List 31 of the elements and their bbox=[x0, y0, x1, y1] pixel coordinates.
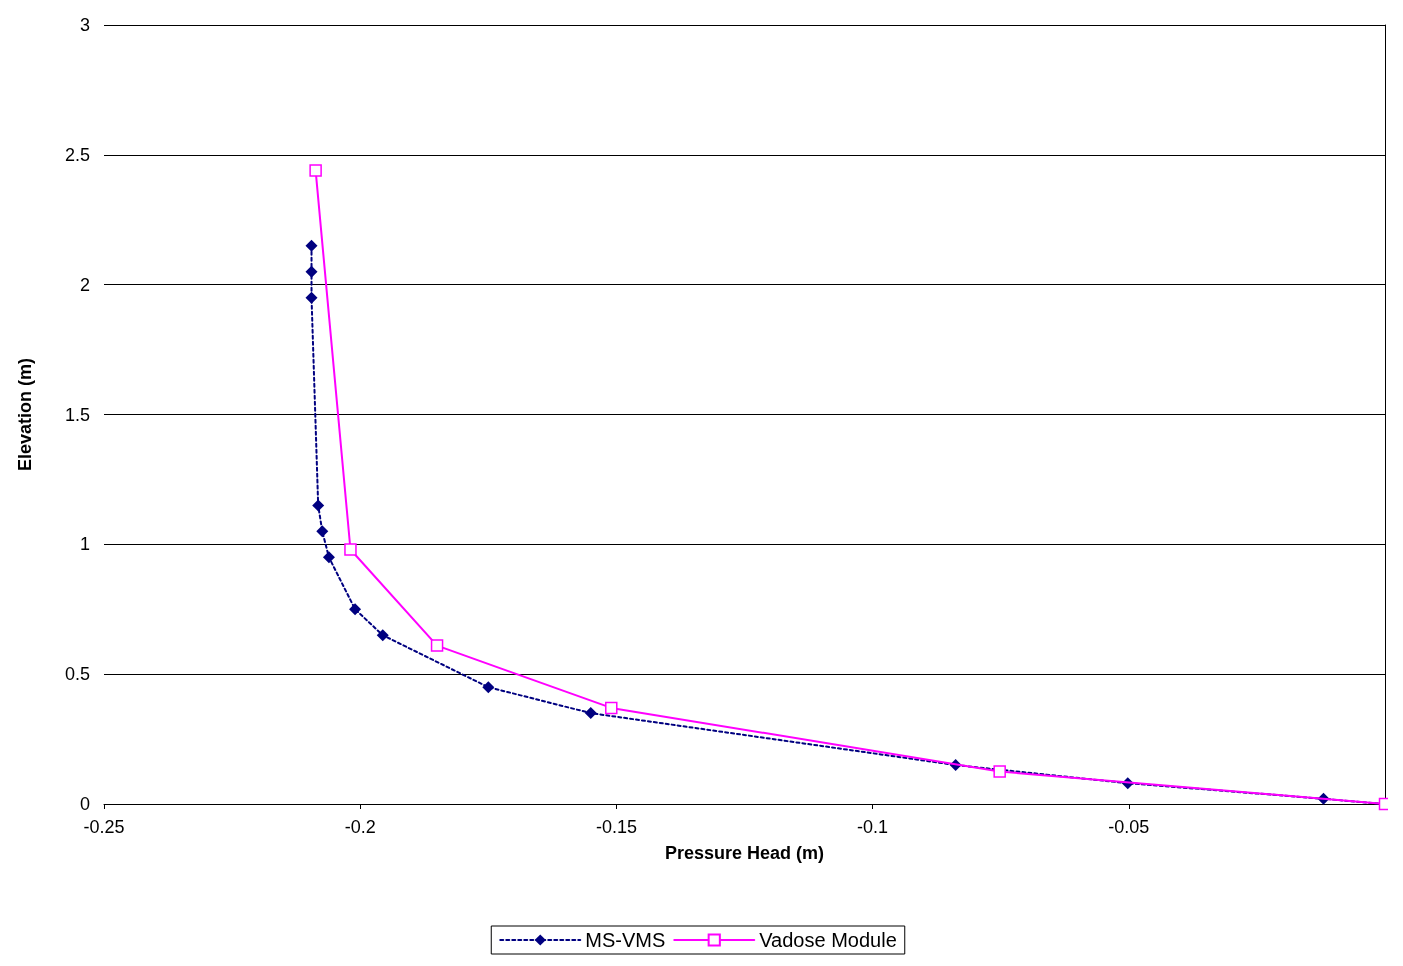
y-axis-title: Elevation (m) bbox=[15, 357, 35, 472]
point bbox=[344, 543, 357, 556]
legend-label: Vadose Module bbox=[759, 929, 897, 951]
point bbox=[349, 603, 362, 616]
point bbox=[993, 765, 1006, 778]
point bbox=[605, 701, 618, 715]
point bbox=[584, 707, 597, 720]
y-tick-label: 1.5 bbox=[64, 404, 90, 425]
x-tick-label: -0.2 bbox=[344, 817, 376, 837]
x-axis-title: Pressure Head (m) bbox=[664, 843, 825, 863]
y-tick-label: 2.5 bbox=[64, 144, 90, 165]
point bbox=[430, 639, 444, 652]
x-tick-label: -0.05 bbox=[1108, 817, 1150, 837]
point bbox=[312, 499, 325, 512]
point bbox=[309, 164, 322, 177]
point bbox=[305, 239, 318, 252]
x-tick-label: -0.25 bbox=[83, 817, 125, 837]
point bbox=[482, 681, 495, 694]
y-tick-label: 1 bbox=[79, 534, 90, 555]
legend-label: MS-VMS bbox=[585, 929, 666, 951]
point bbox=[316, 525, 329, 538]
y-tick-label: 0.5 bbox=[64, 664, 90, 685]
point bbox=[305, 265, 318, 278]
point bbox=[322, 551, 335, 564]
point bbox=[305, 291, 318, 304]
x-tick-label: -0.15 bbox=[595, 817, 637, 837]
x-tick-label: -0.1 bbox=[857, 817, 889, 837]
y-tick-label: 2 bbox=[79, 274, 90, 295]
y-tick-label: 0 bbox=[79, 794, 90, 814]
y-tick-label: 3 bbox=[79, 15, 90, 35]
point bbox=[376, 629, 389, 642]
